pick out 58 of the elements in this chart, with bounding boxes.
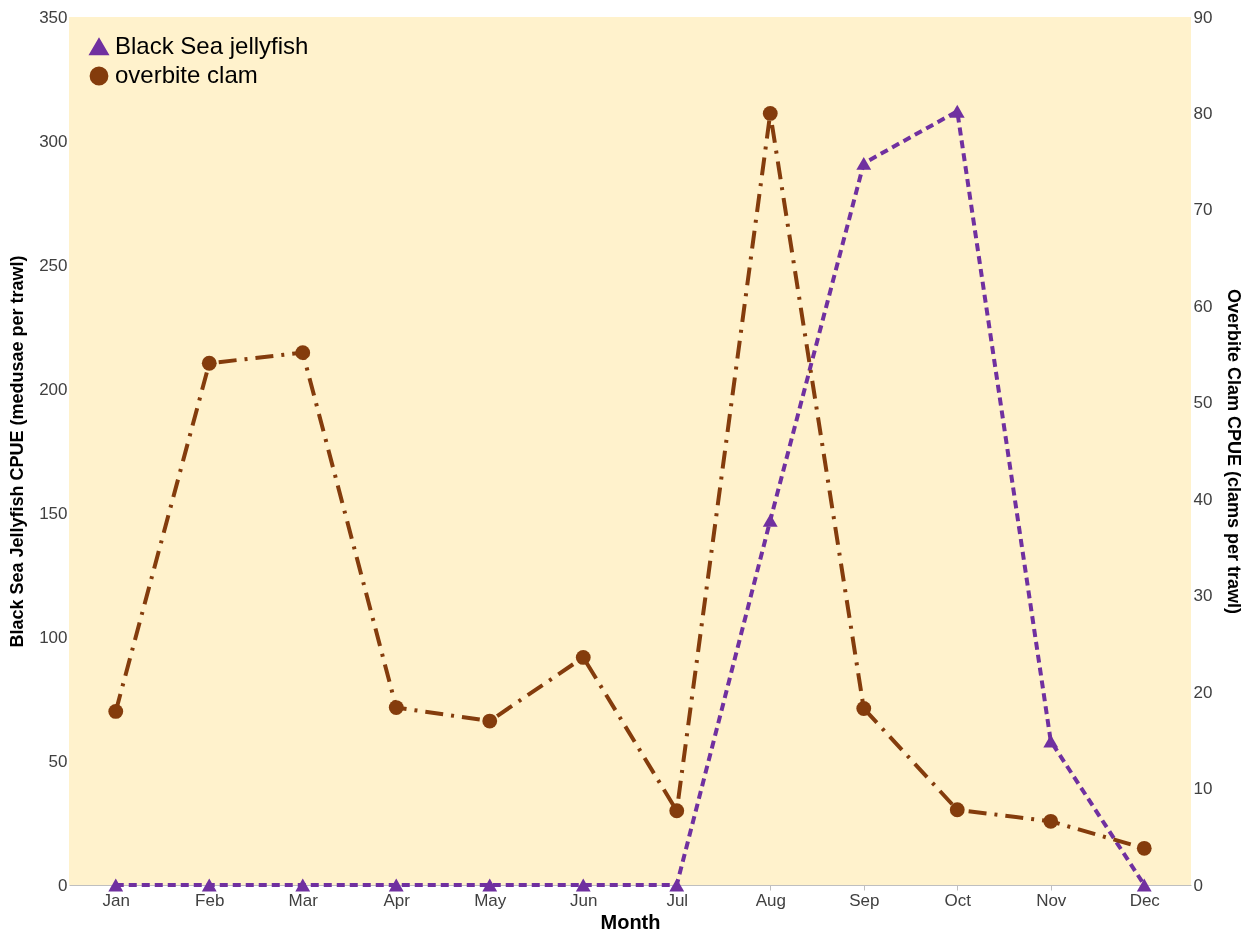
x-tick-label: Dec — [1129, 890, 1161, 910]
y2-tick-label: 10 — [1193, 779, 1213, 799]
x-tick-label: Apr — [383, 890, 411, 910]
point — [762, 106, 778, 121]
y-tick-label: 350 — [39, 7, 68, 27]
y-tick-label: 0 — [58, 875, 68, 895]
x-tick-label: Jul — [666, 890, 689, 910]
y-tick-label: 300 — [39, 131, 68, 151]
y2-tick-label: 80 — [1193, 103, 1213, 123]
x-tick-label: Jun — [570, 890, 598, 910]
x-tick-label: Feb — [195, 890, 225, 910]
point — [388, 878, 404, 892]
y2-tick-label: 50 — [1193, 393, 1213, 413]
y2-tick-label: 70 — [1193, 200, 1213, 220]
point — [482, 878, 498, 892]
y2-tick-label: 20 — [1193, 682, 1213, 702]
y-tick-label: 50 — [48, 751, 68, 771]
x-tick-label: Jan — [102, 890, 130, 910]
point — [482, 713, 498, 729]
point — [949, 104, 965, 118]
point — [575, 649, 591, 665]
y-tick-label: 200 — [39, 379, 68, 399]
point — [388, 700, 404, 715]
x-tick-label: Sep — [849, 890, 880, 910]
y2-axis-title: Overbite Clam CPUE (clams per trawl) — [1224, 288, 1245, 615]
point — [201, 355, 217, 371]
point — [295, 345, 311, 361]
point — [669, 803, 685, 819]
point — [108, 704, 124, 719]
point — [108, 878, 124, 892]
y2-tick-label: 60 — [1193, 296, 1213, 316]
y2-tick-label: 40 — [1193, 489, 1213, 509]
point — [295, 878, 311, 892]
y-axis-title: Black Sea Jellyfish CPUE (medusae per trawl) — [7, 255, 28, 648]
x-tick-label: Nov — [1036, 890, 1067, 910]
x-tick-label: Mar — [288, 890, 319, 910]
y-tick-label: 100 — [39, 627, 68, 647]
x-tick-label: May — [474, 890, 507, 910]
point — [1043, 813, 1059, 829]
point — [1136, 878, 1152, 892]
x-tick-label: Oct — [944, 890, 972, 910]
y2-tick-label: 30 — [1193, 586, 1213, 606]
x-axis-title: Month — [600, 910, 661, 933]
point — [856, 156, 872, 170]
legend-label: overbite clam — [115, 61, 258, 88]
y-tick-label: 150 — [39, 503, 68, 523]
point — [669, 878, 685, 892]
point — [575, 878, 591, 892]
point — [1136, 840, 1152, 856]
point — [762, 514, 778, 527]
y2-tick-label: 90 — [1193, 7, 1213, 27]
y-tick-label: 250 — [39, 255, 68, 275]
point — [201, 878, 217, 892]
legend-label: Black Sea jellyfish — [115, 32, 309, 59]
x-tick-label: Aug — [755, 890, 786, 910]
point — [949, 802, 965, 818]
y2-tick-label: 0 — [1193, 875, 1203, 895]
point — [856, 701, 872, 716]
